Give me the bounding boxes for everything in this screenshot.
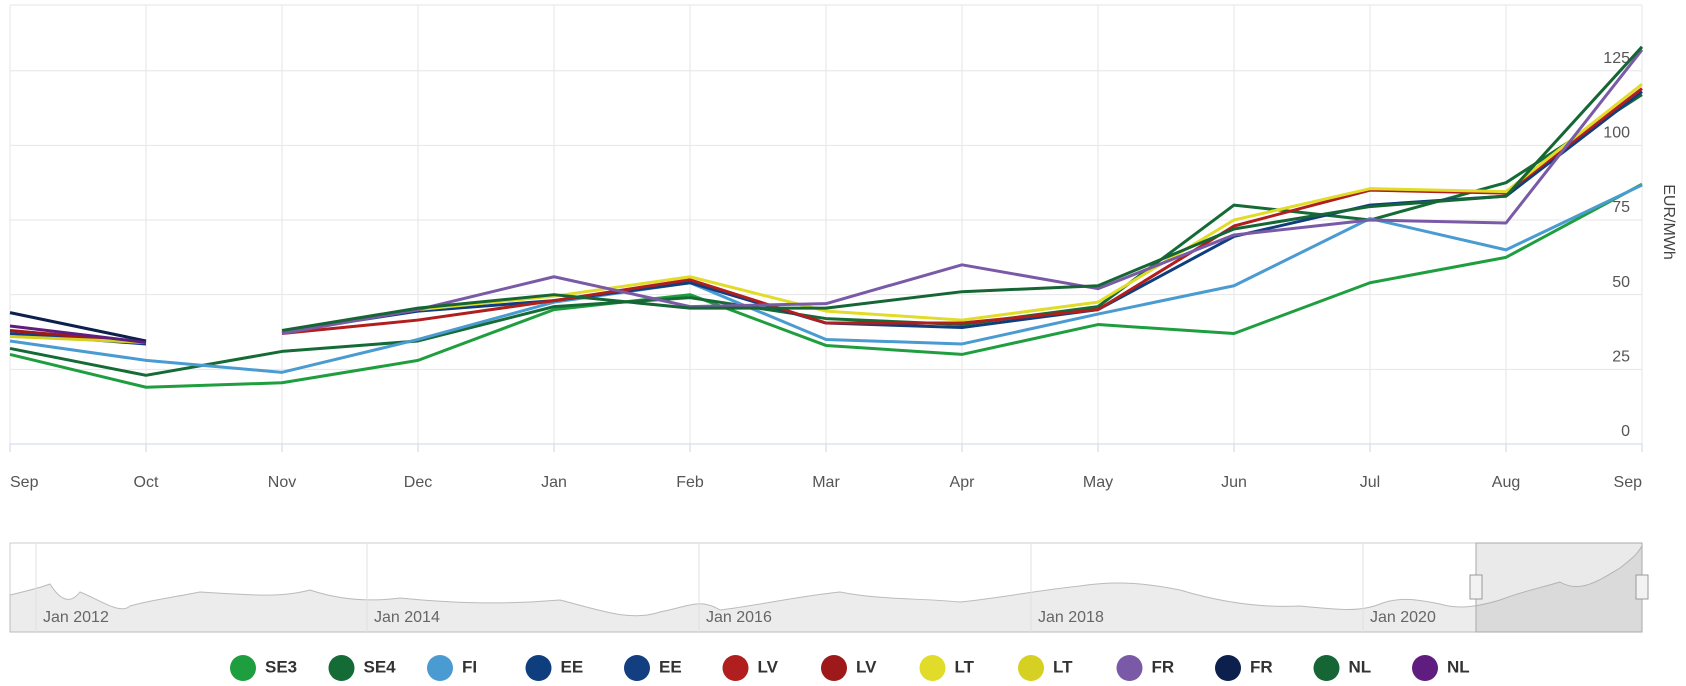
legend-symbol [1018,655,1044,681]
series-line [9,324,147,344]
legend-label: FR [1152,657,1175,676]
legend-item[interactable]: SE4 [328,655,397,681]
x-tick-label: Oct [134,474,159,491]
legend-item[interactable]: LV [722,655,779,681]
legend-item[interactable]: LT [1018,655,1073,681]
navigator-area [9,544,1643,633]
legend-symbol [1313,655,1340,681]
legend-item[interactable]: SE3 [230,655,297,681]
navigator-label: Jan 2012 [43,609,109,626]
legend-item[interactable]: LT [919,655,975,681]
legend-symbol [525,655,552,681]
legend-item[interactable]: LV [821,655,877,681]
legend-symbol [821,655,847,681]
y-tick-label: 100 [1603,125,1630,142]
legend-item[interactable]: FR [1215,655,1273,681]
series-line [281,45,1644,332]
x-tick-label: May [1083,474,1113,491]
legend-symbol [230,655,256,681]
navigator-handle[interactable] [1635,574,1649,600]
y-tick-label: 50 [1612,274,1630,291]
legend-label: SE3 [265,657,297,676]
x-tick-label: Apr [950,474,976,491]
y-tick-label: 0 [1621,423,1630,440]
series-line [9,311,147,343]
navigator-label: Jan 2020 [1370,609,1436,626]
legend-item[interactable]: NL [1313,655,1372,681]
legend-symbol [1215,655,1241,681]
navigator-selection[interactable] [1475,542,1643,633]
legend: SE3 SE4 FI EE EE LV LV LT LT FR FR NL NL [230,655,1470,681]
y-tick-label: 75 [1612,199,1630,216]
legend-label: LT [955,657,975,676]
legend-symbol [1116,655,1143,681]
x-tick-label: Dec [404,474,432,491]
legend-label: EE [561,657,584,676]
legend-label: LV [758,657,779,676]
x-tick-label: Aug [1492,474,1520,491]
legend-item[interactable]: NL [1412,655,1470,681]
legend-item[interactable]: EE [525,655,584,681]
legend-label: LV [856,657,877,676]
legend-label: SE4 [364,657,397,676]
y-tick-label: 125 [1603,50,1630,67]
x-tick-label: Sep [10,474,39,491]
legend-item[interactable]: EE [624,655,682,681]
series-line [281,48,1644,335]
legend-label: LT [1053,657,1073,676]
legend-symbol [919,655,946,681]
legend-label: NL [1447,657,1470,676]
navigator-label: Jan 2016 [706,609,772,626]
x-tick-label: Jun [1221,474,1247,491]
legend-label: EE [659,657,682,676]
x-tick-label: Feb [676,474,704,491]
legend-symbol [1412,655,1438,681]
navigator-handle[interactable] [1469,574,1483,600]
legend-label: FI [462,657,477,676]
navigator-label: Jan 2018 [1038,609,1104,626]
y-axis-label: EUR/MWh [1660,184,1677,260]
legend-symbol [328,655,355,681]
x-tick-label: Mar [812,474,840,491]
legend-item[interactable]: FI [427,655,477,681]
legend-label: NL [1349,657,1372,676]
navigator [9,542,1649,633]
x-tick-label: Jan [541,474,567,491]
x-tick-label: Sep [1614,474,1643,491]
series-line [9,182,1643,389]
x-tick-label: Nov [268,474,296,491]
legend-symbol [427,655,453,681]
series-line [9,334,147,344]
legend-symbol [624,655,650,681]
legend-item[interactable]: FR [1116,655,1175,681]
legend-label: FR [1250,657,1273,676]
navigator-label: Jan 2014 [374,609,440,626]
y-tick-label: 25 [1612,349,1630,366]
legend-symbol [722,655,749,681]
x-tick-label: Jul [1360,474,1380,491]
